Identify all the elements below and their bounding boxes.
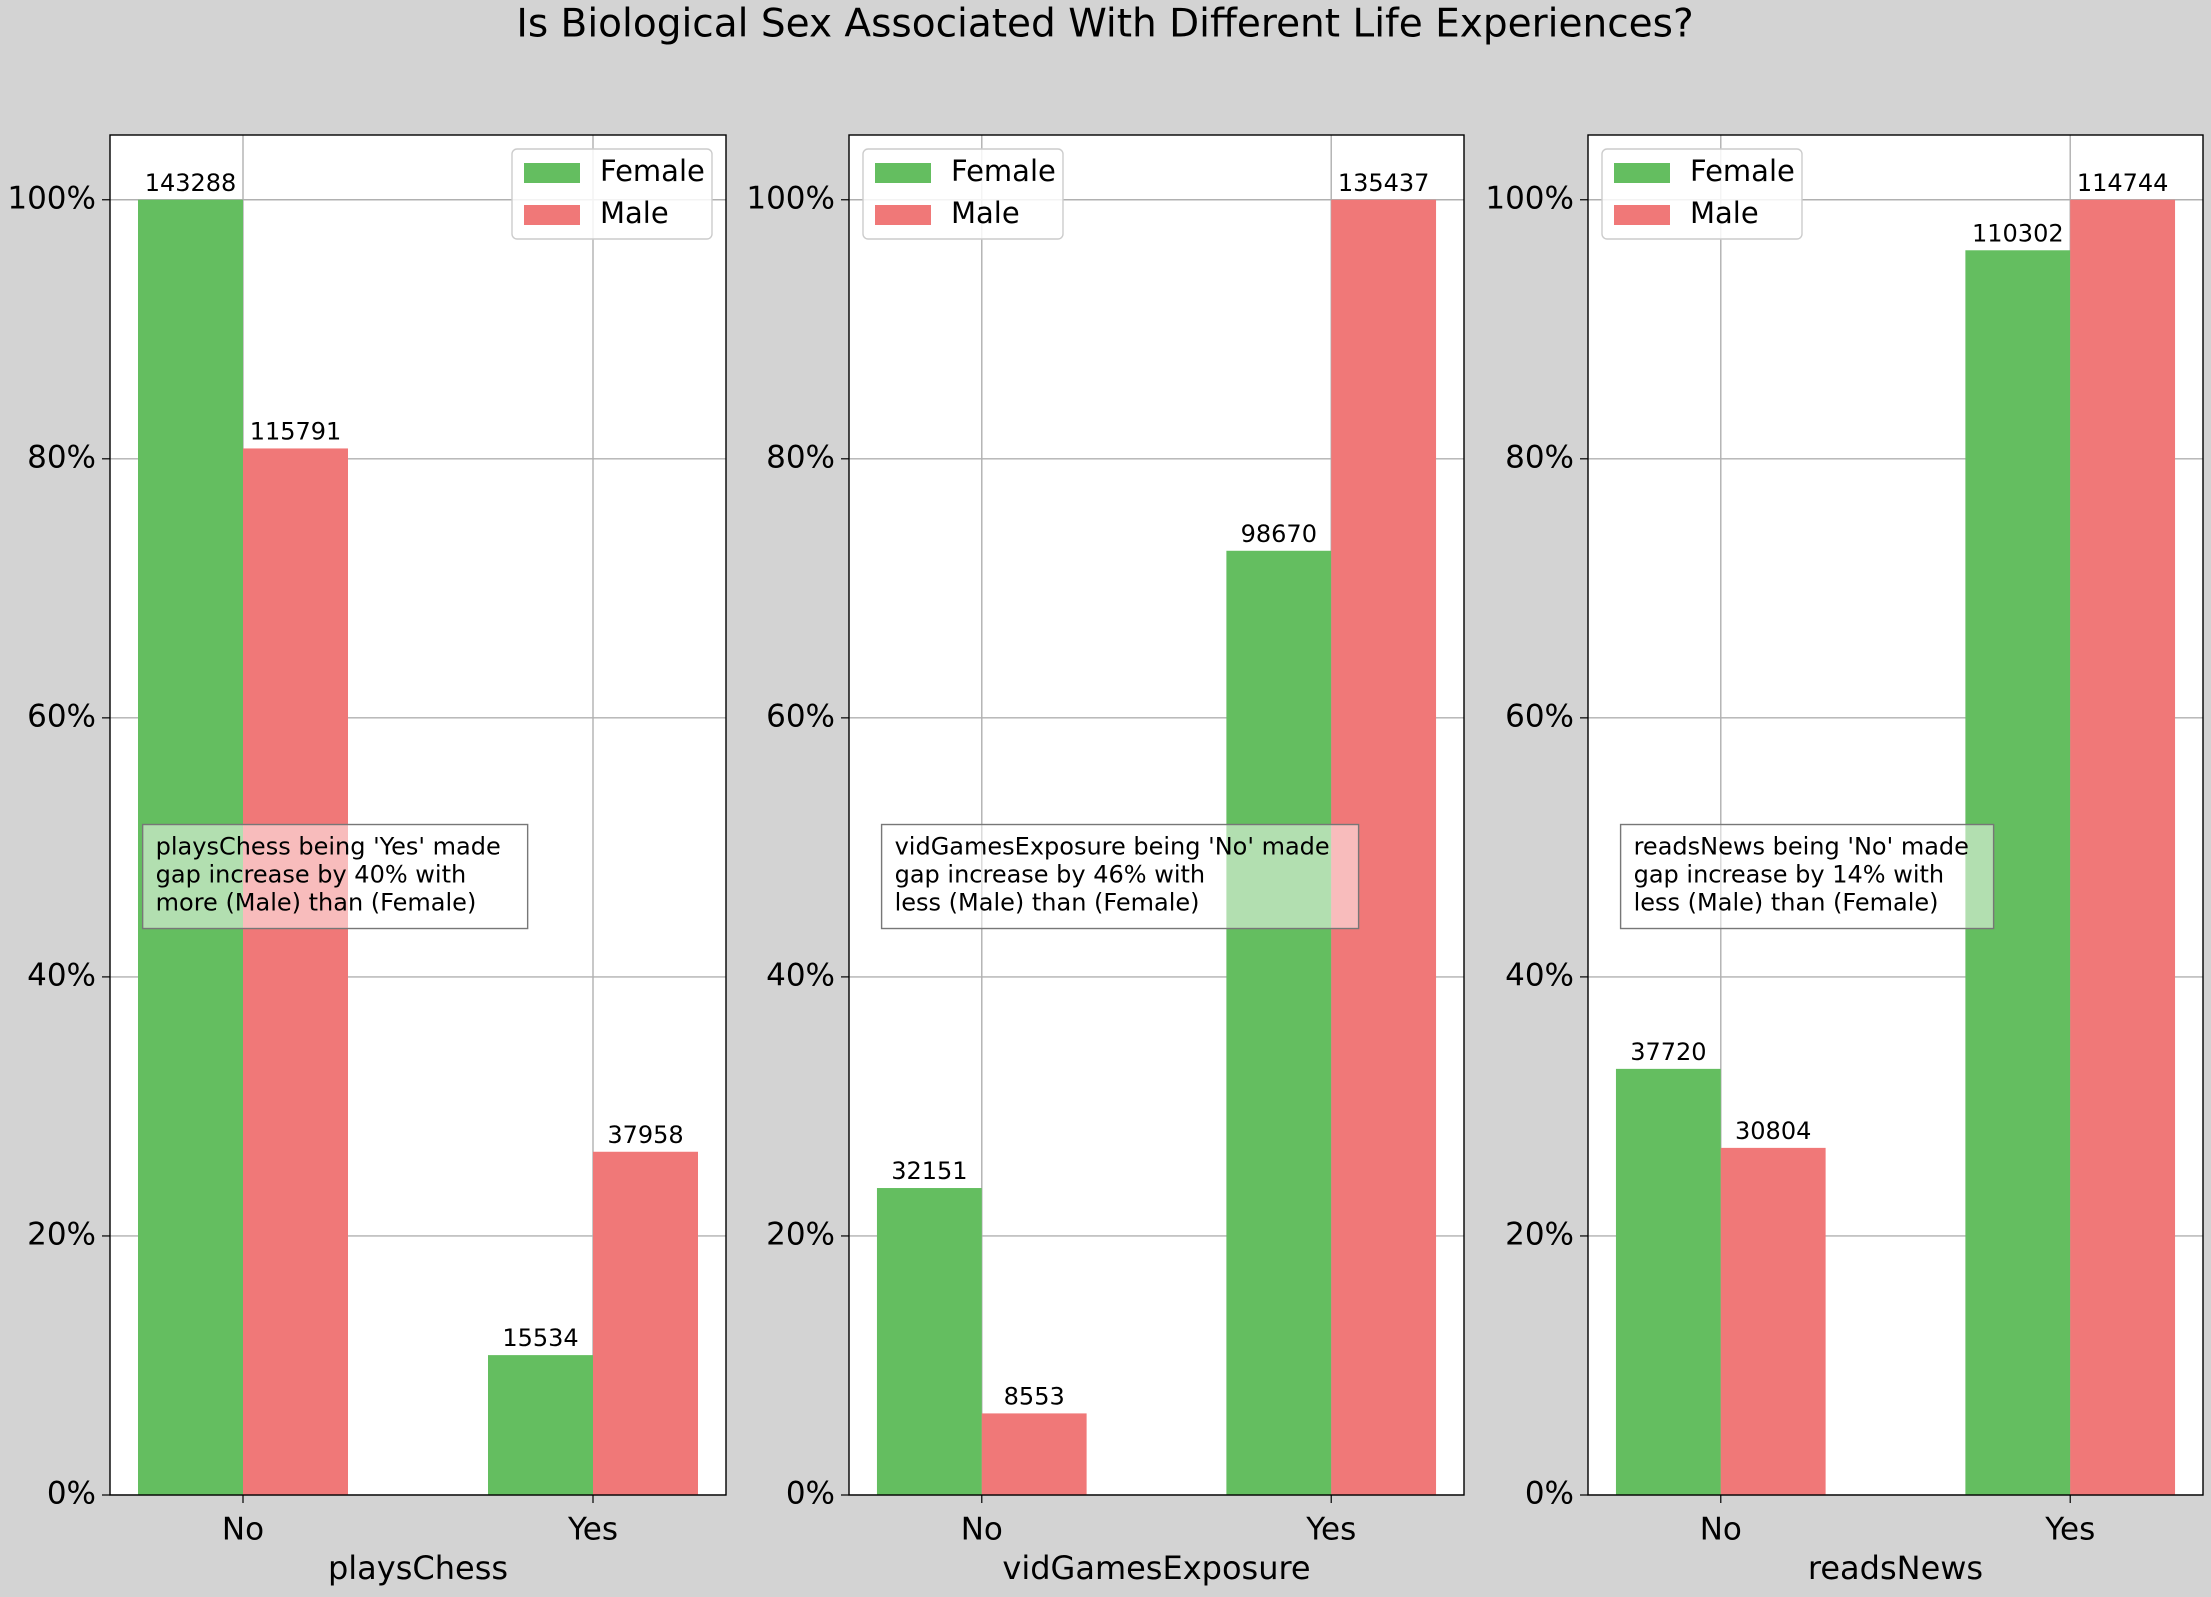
bar-count-label: 15534 (502, 1324, 578, 1352)
bar-count-label: 115791 (250, 417, 342, 445)
x-axis-label: readsNews (1808, 1549, 1983, 1587)
y-tick-label: 20% (1505, 1216, 1574, 1252)
y-tick-label: 40% (766, 957, 835, 993)
y-tick-label: 100% (746, 180, 835, 216)
x-axis-label: playsChess (328, 1549, 508, 1587)
y-tick-label: 0% (1525, 1476, 1574, 1512)
bar (2070, 199, 2176, 1495)
annotation-box (880, 823, 1360, 930)
x-tick-label: No (961, 1512, 1003, 1548)
legend-swatch (524, 163, 580, 183)
legend-label: Male (951, 196, 1020, 230)
bar-count-label: 32151 (891, 1157, 967, 1185)
plot-frame (1587, 134, 2204, 1496)
x-tick-label: No (222, 1512, 264, 1548)
y-tick-label: 80% (1505, 439, 1574, 475)
legend-label: Male (600, 196, 669, 230)
legend-label: Female (600, 154, 705, 188)
x-tick-label: Yes (2044, 1512, 2095, 1548)
plot-frame (848, 134, 1465, 1496)
x-tick-label: Yes (1305, 1512, 1356, 1548)
legend-swatch (1614, 163, 1670, 183)
bar (876, 1188, 982, 1495)
legend-swatch (875, 205, 931, 225)
annotation-text: less (Male) than (Female) (895, 889, 1200, 917)
bar-count-label: 135437 (1338, 169, 1430, 197)
legend-label: Female (1690, 154, 1795, 188)
y-tick-label: 60% (766, 698, 835, 734)
y-tick-label: 100% (1485, 180, 1574, 216)
legend-label: Female (951, 154, 1056, 188)
annotation-text: readsNews being 'No' made (1634, 833, 1969, 861)
annotation-box (1619, 823, 1995, 930)
annotation-text: more (Male) than (Female) (156, 889, 477, 917)
annotation-text: playsChess being 'Yes' made (156, 833, 501, 861)
y-tick-label: 20% (27, 1216, 96, 1252)
legend-swatch (1614, 205, 1670, 225)
y-tick-label: 0% (47, 1476, 96, 1512)
x-tick-label: Yes (567, 1512, 618, 1548)
bar-count-label: 110302 (1972, 219, 2064, 247)
bar-count-label: 114744 (2077, 169, 2169, 197)
bar (1226, 550, 1332, 1495)
legend-swatch (524, 205, 580, 225)
annotation-text: vidGamesExposure being 'No' made (895, 833, 1330, 861)
bar (243, 448, 348, 1495)
legend-swatch (875, 163, 931, 183)
y-tick-label: 60% (1505, 698, 1574, 734)
y-tick-label: 100% (7, 180, 96, 216)
annotation-text: gap increase by 14% with (1634, 861, 1945, 889)
bar-count-label: 30804 (1735, 1117, 1811, 1145)
y-tick-label: 0% (786, 1476, 835, 1512)
y-tick-label: 40% (27, 957, 96, 993)
bar (488, 1355, 593, 1495)
x-tick-label: No (1700, 1512, 1742, 1548)
bar-count-label: 98670 (1241, 520, 1317, 548)
annotation-text: gap increase by 46% with (895, 861, 1206, 889)
x-axis-label: vidGamesExposure (1002, 1549, 1310, 1587)
bar (593, 1151, 698, 1495)
annotation-text: less (Male) than (Female) (1634, 889, 1939, 917)
y-tick-label: 40% (1505, 957, 1574, 993)
annotation-box (141, 823, 529, 930)
bar-count-label: 37958 (607, 1121, 683, 1149)
figure-title: Is Biological Sex Associated With Differ… (516, 2, 1693, 47)
bar (1720, 1147, 1826, 1495)
plot-frame (109, 134, 727, 1496)
bar-count-label: 8553 (1004, 1382, 1065, 1410)
bar (1615, 1068, 1721, 1495)
bar (981, 1413, 1087, 1495)
y-tick-label: 80% (766, 439, 835, 475)
y-tick-label: 20% (766, 1216, 835, 1252)
bar-count-label: 37720 (1630, 1038, 1706, 1066)
legend-label: Male (1690, 196, 1759, 230)
y-tick-label: 60% (27, 698, 96, 734)
bar-count-label: 143288 (145, 169, 237, 197)
annotation-text: gap increase by 40% with (156, 861, 467, 889)
y-tick-label: 80% (27, 439, 96, 475)
